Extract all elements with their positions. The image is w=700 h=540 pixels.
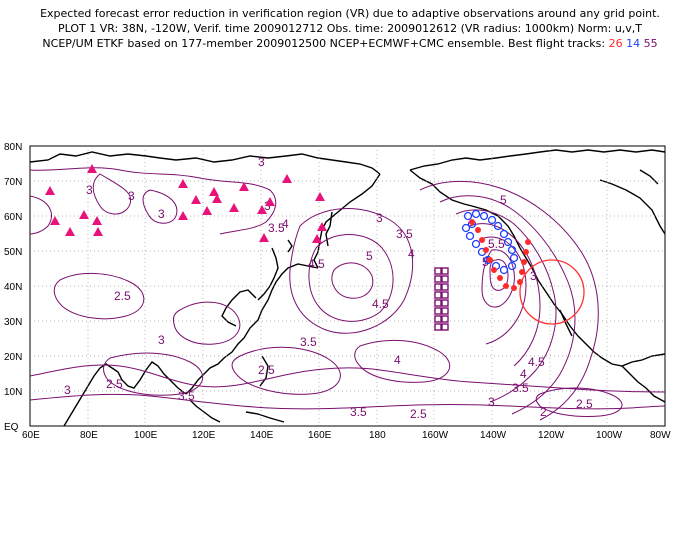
triangle-marker	[50, 216, 60, 225]
lat-label: 10N	[4, 387, 22, 398]
header-line-2: PLOT 1 VR: 38N, -120W, Verif. time 20090…	[57, 22, 643, 35]
lat-label: 50N	[4, 247, 22, 258]
lon-label: 60E	[22, 430, 40, 441]
lat-label: 40N	[4, 282, 22, 293]
contour-label: 3	[258, 155, 265, 169]
graticule	[30, 146, 665, 426]
contour-label: 2	[540, 405, 547, 419]
triangle-marker	[202, 206, 212, 215]
lat-label: 20N	[4, 352, 22, 363]
lon-label: 120E	[192, 430, 216, 441]
triangle-marker	[229, 203, 239, 212]
latitude-labels: 80N 70N 60N 50N 40N 30N 20N 10N EQ	[4, 142, 22, 433]
triangle-marker	[45, 186, 55, 195]
triangle-marker	[259, 233, 269, 242]
track-label-red: 26	[608, 37, 623, 50]
contour-label: 5	[366, 249, 373, 263]
lon-label: 100W	[596, 430, 623, 441]
contour-label: 4.5	[528, 355, 545, 369]
header-line-3-prefix: NCEP/UM ETKF based on 177-member 2009012…	[42, 37, 606, 50]
track-label-blue: 14	[626, 37, 641, 50]
contour-label: 4	[520, 367, 527, 381]
lat-label: 60N	[4, 212, 22, 223]
contour-label: 3	[64, 383, 71, 397]
lat-label: 80N	[4, 142, 22, 153]
lon-label: 100E	[134, 430, 158, 441]
triangle-marker	[191, 195, 201, 204]
contour-label: 4	[282, 217, 289, 231]
triangle-marker	[312, 234, 322, 243]
lon-label: 80W	[650, 430, 671, 441]
contour-label: 3	[86, 183, 93, 197]
contour-label: 4	[394, 353, 401, 367]
lon-label: 140W	[480, 430, 507, 441]
triangle-marker	[209, 187, 219, 196]
triangle-marker	[315, 192, 325, 201]
observation-triangles	[45, 164, 327, 243]
contour-label: 2.5	[410, 407, 427, 421]
triangle-marker	[317, 222, 327, 231]
triangle-marker	[212, 194, 222, 203]
contour-label: 3	[488, 395, 495, 409]
contour-label: 2.5	[106, 377, 123, 391]
triangle-marker	[239, 182, 249, 191]
contour-label: 2.5	[114, 289, 131, 303]
triangle-marker	[265, 197, 275, 206]
contour-label: 2.5	[258, 363, 275, 377]
triangle-marker	[93, 227, 103, 236]
map-canvas: 3 3 3 3 3 3 3 3 3 3 2.5 2.5 2.5 2.5 2.5 …	[4, 142, 671, 441]
coastlines	[29, 149, 666, 427]
track-label-purple: 55	[643, 37, 658, 50]
plot-header: Expected forecast error reduction in ver…	[0, 6, 700, 51]
lon-label: 80E	[80, 430, 98, 441]
header-line-3: NCEP/UM ETKF based on 177-member 2009012…	[0, 36, 700, 51]
lat-label: 70N	[4, 177, 22, 188]
contour-label: 3	[376, 211, 383, 225]
triangle-marker	[79, 210, 89, 219]
lon-label: 120W	[538, 430, 565, 441]
triangle-marker	[65, 227, 75, 236]
lat-label: 30N	[4, 317, 22, 328]
verification-region-circle	[519, 259, 585, 325]
contour-label: 3.5	[300, 335, 317, 349]
contour-label: 3	[158, 333, 165, 347]
lon-label: 140E	[250, 430, 274, 441]
flight-track-red	[469, 219, 531, 291]
contour-label: 5	[500, 193, 507, 207]
triangle-marker	[178, 179, 188, 188]
contour-label: 3.5	[396, 227, 413, 241]
lat-label: EQ	[4, 422, 19, 433]
contour-label: 3	[530, 269, 537, 283]
triangle-marker	[87, 164, 97, 173]
triangle-marker	[282, 174, 292, 183]
contour-label: 2.5	[576, 397, 593, 411]
contour-label: 3.5	[268, 221, 285, 235]
contour-labels: 3 3 3 3 3 3 3 3 3 3 2.5 2.5 2.5 2.5 2.5 …	[64, 155, 593, 421]
contour-label: 4.5	[308, 257, 325, 271]
contour-label: 5.5	[488, 237, 505, 251]
triangle-marker	[178, 211, 188, 220]
contour-label: 4.5	[372, 297, 389, 311]
contour-label: 3.5	[512, 381, 529, 395]
longitude-labels: 60E 80E 100E 120E 140E 160E 180 160W 140…	[22, 430, 671, 441]
lon-label: 180	[369, 430, 386, 441]
contour-label: 3	[158, 207, 165, 221]
lon-label: 160E	[308, 430, 332, 441]
header-line-1: Expected forecast error reduction in ver…	[40, 7, 660, 20]
triangle-marker	[257, 205, 267, 214]
contour-label: 3.5	[178, 389, 195, 403]
lon-label: 160W	[422, 430, 449, 441]
contour-label: 3	[128, 189, 135, 203]
flight-track-purple	[434, 267, 449, 331]
contour-label: 3.5	[350, 405, 367, 419]
triangle-marker	[92, 216, 102, 225]
contour-label: 4	[408, 247, 415, 261]
